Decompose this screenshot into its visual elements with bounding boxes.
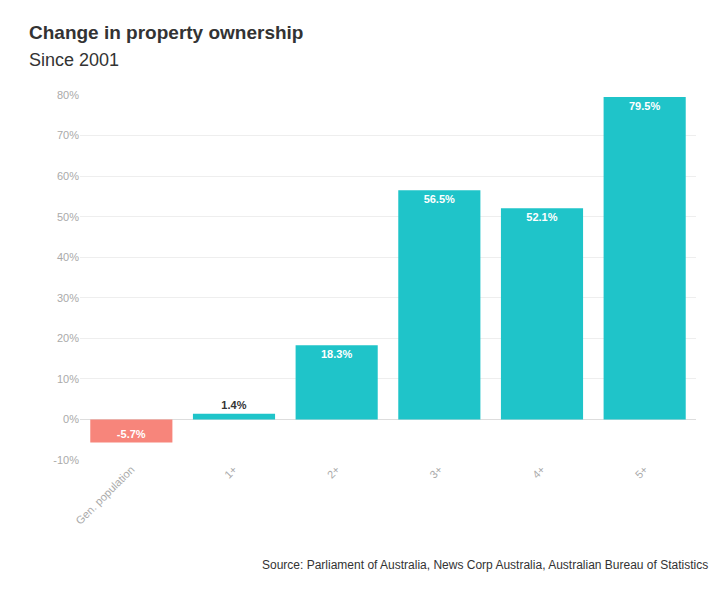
svg-text:1.4%: 1.4% — [221, 399, 246, 411]
svg-text:80%: 80% — [57, 89, 79, 101]
svg-text:Since 2001: Since 2001 — [29, 50, 119, 70]
svg-text:18.3%: 18.3% — [321, 348, 352, 360]
svg-text:50%: 50% — [57, 211, 79, 223]
svg-text:10%: 10% — [57, 373, 79, 385]
svg-text:52.1%: 52.1% — [526, 211, 557, 223]
svg-text:Source: Parliament of Australi: Source: Parliament of Australia, News Co… — [262, 558, 708, 572]
svg-text:60%: 60% — [57, 170, 79, 182]
svg-text:-5.7%: -5.7% — [117, 428, 146, 440]
svg-text:2+: 2+ — [325, 463, 342, 480]
svg-text:4+: 4+ — [530, 463, 547, 480]
svg-text:-10%: -10% — [53, 454, 79, 466]
svg-text:1+: 1+ — [222, 463, 239, 480]
svg-text:79.5%: 79.5% — [629, 100, 660, 112]
svg-text:40%: 40% — [57, 251, 79, 263]
svg-text:Gen. population: Gen. population — [73, 463, 136, 526]
svg-text:0%: 0% — [63, 413, 79, 425]
svg-text:5+: 5+ — [633, 463, 650, 480]
svg-text:30%: 30% — [57, 292, 79, 304]
svg-text:3+: 3+ — [427, 463, 444, 480]
svg-text:20%: 20% — [57, 332, 79, 344]
svg-text:70%: 70% — [57, 129, 79, 141]
svg-text:56.5%: 56.5% — [424, 193, 455, 205]
svg-text:Change in property ownership: Change in property ownership — [29, 22, 303, 43]
